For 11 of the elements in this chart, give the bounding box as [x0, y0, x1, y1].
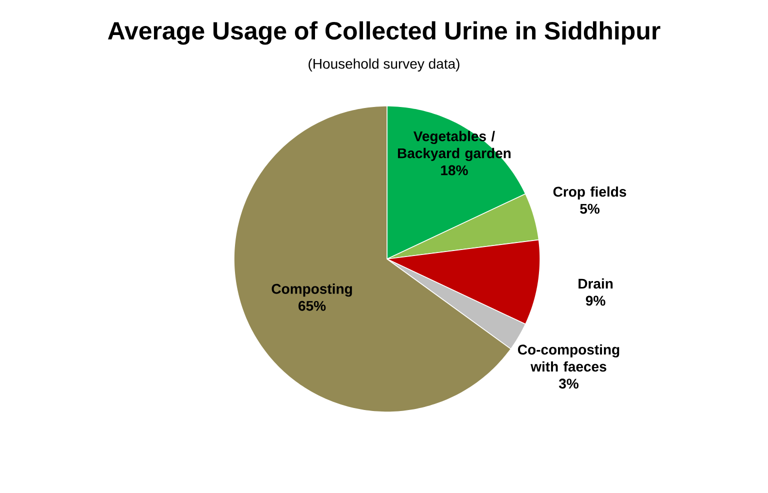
- chart-title: Average Usage of Collected Urine in Siddhipur: [108, 21, 660, 45]
- chart-subtitle: (Household survey data): [308, 58, 460, 72]
- data-label: 18%: [441, 165, 468, 176]
- data-label: 65%: [298, 300, 326, 311]
- slice-label: Composting: [272, 284, 352, 297]
- data-label: 5%: [580, 204, 600, 214]
- data-label: 9%: [586, 296, 606, 306]
- data-label: 3%: [558, 378, 578, 389]
- slice-label: Drain: [578, 278, 613, 289]
- slice-label: Co-composting with faeces: [518, 344, 620, 372]
- slice-label: Crop fields: [553, 186, 626, 200]
